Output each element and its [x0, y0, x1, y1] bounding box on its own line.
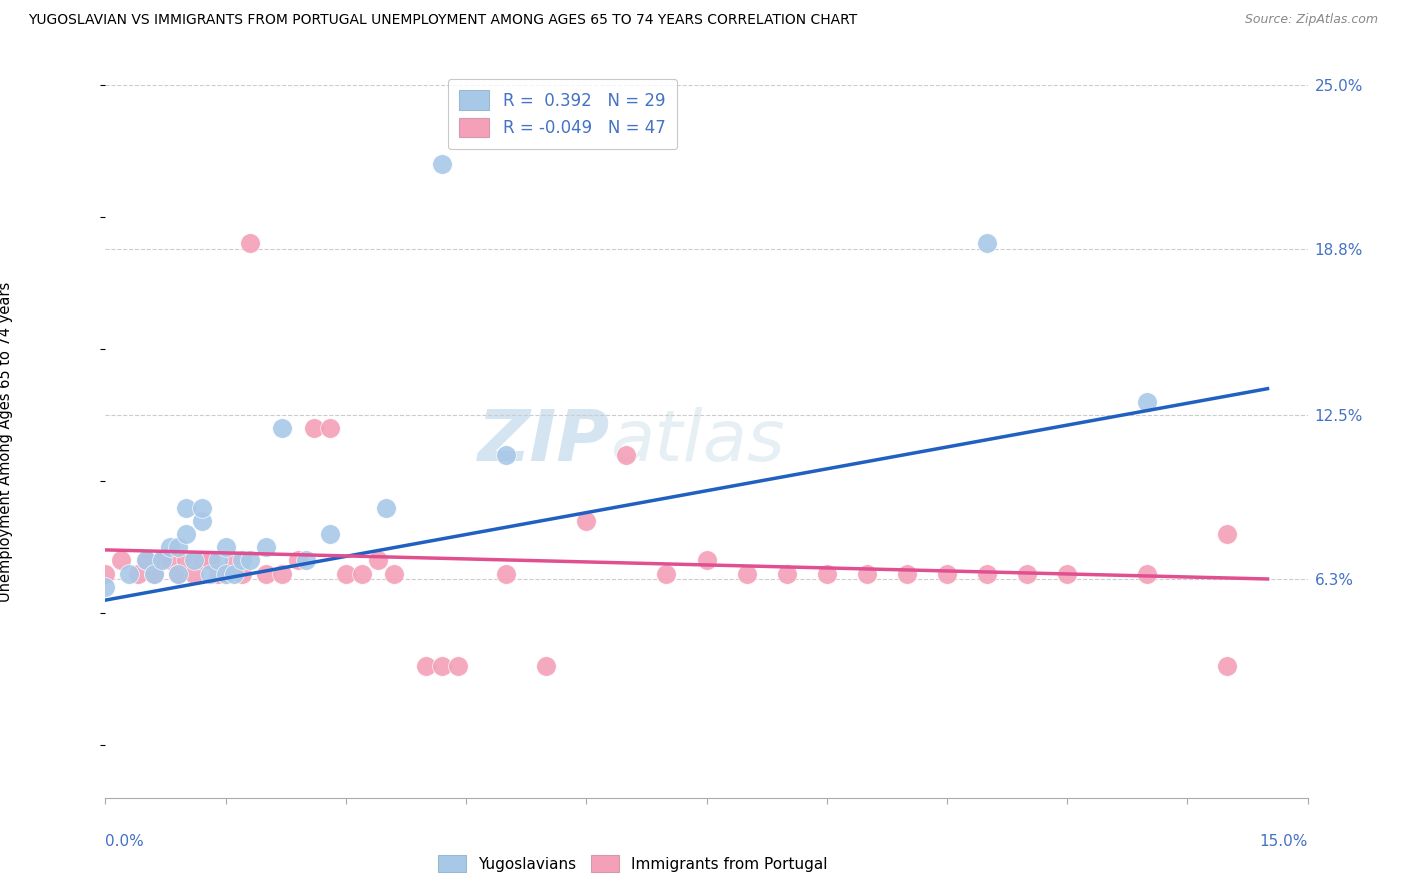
Point: [183, 553, 205, 567]
Point: [735, 566, 758, 581]
Point: [142, 566, 165, 581]
Point: [254, 566, 277, 581]
Point: [214, 566, 236, 581]
Point: [239, 553, 262, 567]
Text: 0.0%: 0.0%: [105, 834, 145, 849]
Point: [319, 527, 342, 541]
Text: Unemployment Among Ages 65 to 74 years: Unemployment Among Ages 65 to 74 years: [0, 281, 13, 602]
Point: [495, 448, 517, 462]
Point: [696, 553, 718, 567]
Point: [495, 566, 517, 581]
Point: [815, 566, 838, 581]
Point: [335, 566, 357, 581]
Point: [415, 659, 437, 673]
Point: [655, 566, 678, 581]
Point: [222, 566, 245, 581]
Point: [254, 541, 277, 555]
Point: [207, 553, 229, 567]
Point: [166, 541, 188, 555]
Point: [183, 566, 205, 581]
Point: [190, 553, 212, 567]
Text: atlas: atlas: [610, 407, 785, 476]
Point: [1136, 566, 1159, 581]
Text: 15.0%: 15.0%: [1260, 834, 1308, 849]
Legend: Yugoslavians, Immigrants from Portugal: Yugoslavians, Immigrants from Portugal: [430, 847, 835, 880]
Point: [1216, 527, 1239, 541]
Point: [135, 553, 157, 567]
Point: [198, 566, 221, 581]
Point: [1017, 566, 1039, 581]
Text: YUGOSLAVIAN VS IMMIGRANTS FROM PORTUGAL UNEMPLOYMENT AMONG AGES 65 TO 74 YEARS C: YUGOSLAVIAN VS IMMIGRANTS FROM PORTUGAL …: [28, 13, 858, 28]
Point: [231, 553, 253, 567]
Point: [174, 527, 197, 541]
Text: ZIP: ZIP: [478, 407, 610, 476]
Point: [534, 659, 557, 673]
Point: [270, 566, 292, 581]
Point: [127, 566, 149, 581]
Point: [616, 448, 638, 462]
Point: [855, 566, 877, 581]
Point: [118, 566, 141, 581]
Point: [174, 553, 197, 567]
Point: [214, 541, 236, 555]
Point: [295, 553, 318, 567]
Point: [1216, 659, 1239, 673]
Point: [159, 553, 181, 567]
Point: [110, 553, 132, 567]
Point: [447, 659, 470, 673]
Point: [936, 566, 959, 581]
Text: Source: ZipAtlas.com: Source: ZipAtlas.com: [1244, 13, 1378, 27]
Point: [190, 514, 212, 528]
Point: [174, 500, 197, 515]
Point: [166, 566, 188, 581]
Point: [430, 659, 453, 673]
Point: [270, 421, 292, 435]
Point: [1136, 395, 1159, 409]
Point: [94, 580, 117, 594]
Point: [302, 421, 325, 435]
Point: [135, 553, 157, 567]
Point: [94, 566, 117, 581]
Point: [222, 553, 245, 567]
Point: [350, 566, 373, 581]
Point: [319, 421, 342, 435]
Point: [190, 500, 212, 515]
Point: [214, 566, 236, 581]
Point: [166, 566, 188, 581]
Point: [367, 553, 389, 567]
Point: [159, 541, 181, 555]
Legend: R =  0.392   N = 29, R = -0.049   N = 47: R = 0.392 N = 29, R = -0.049 N = 47: [447, 78, 676, 149]
Point: [142, 566, 165, 581]
Point: [239, 236, 262, 251]
Point: [976, 236, 998, 251]
Point: [374, 500, 398, 515]
Point: [150, 553, 173, 567]
Point: [150, 553, 173, 567]
Point: [382, 566, 405, 581]
Point: [776, 566, 799, 581]
Point: [198, 553, 221, 567]
Point: [207, 566, 229, 581]
Point: [575, 514, 598, 528]
Point: [976, 566, 998, 581]
Point: [430, 157, 453, 171]
Point: [896, 566, 918, 581]
Point: [287, 553, 309, 567]
Point: [231, 566, 253, 581]
Point: [1056, 566, 1078, 581]
